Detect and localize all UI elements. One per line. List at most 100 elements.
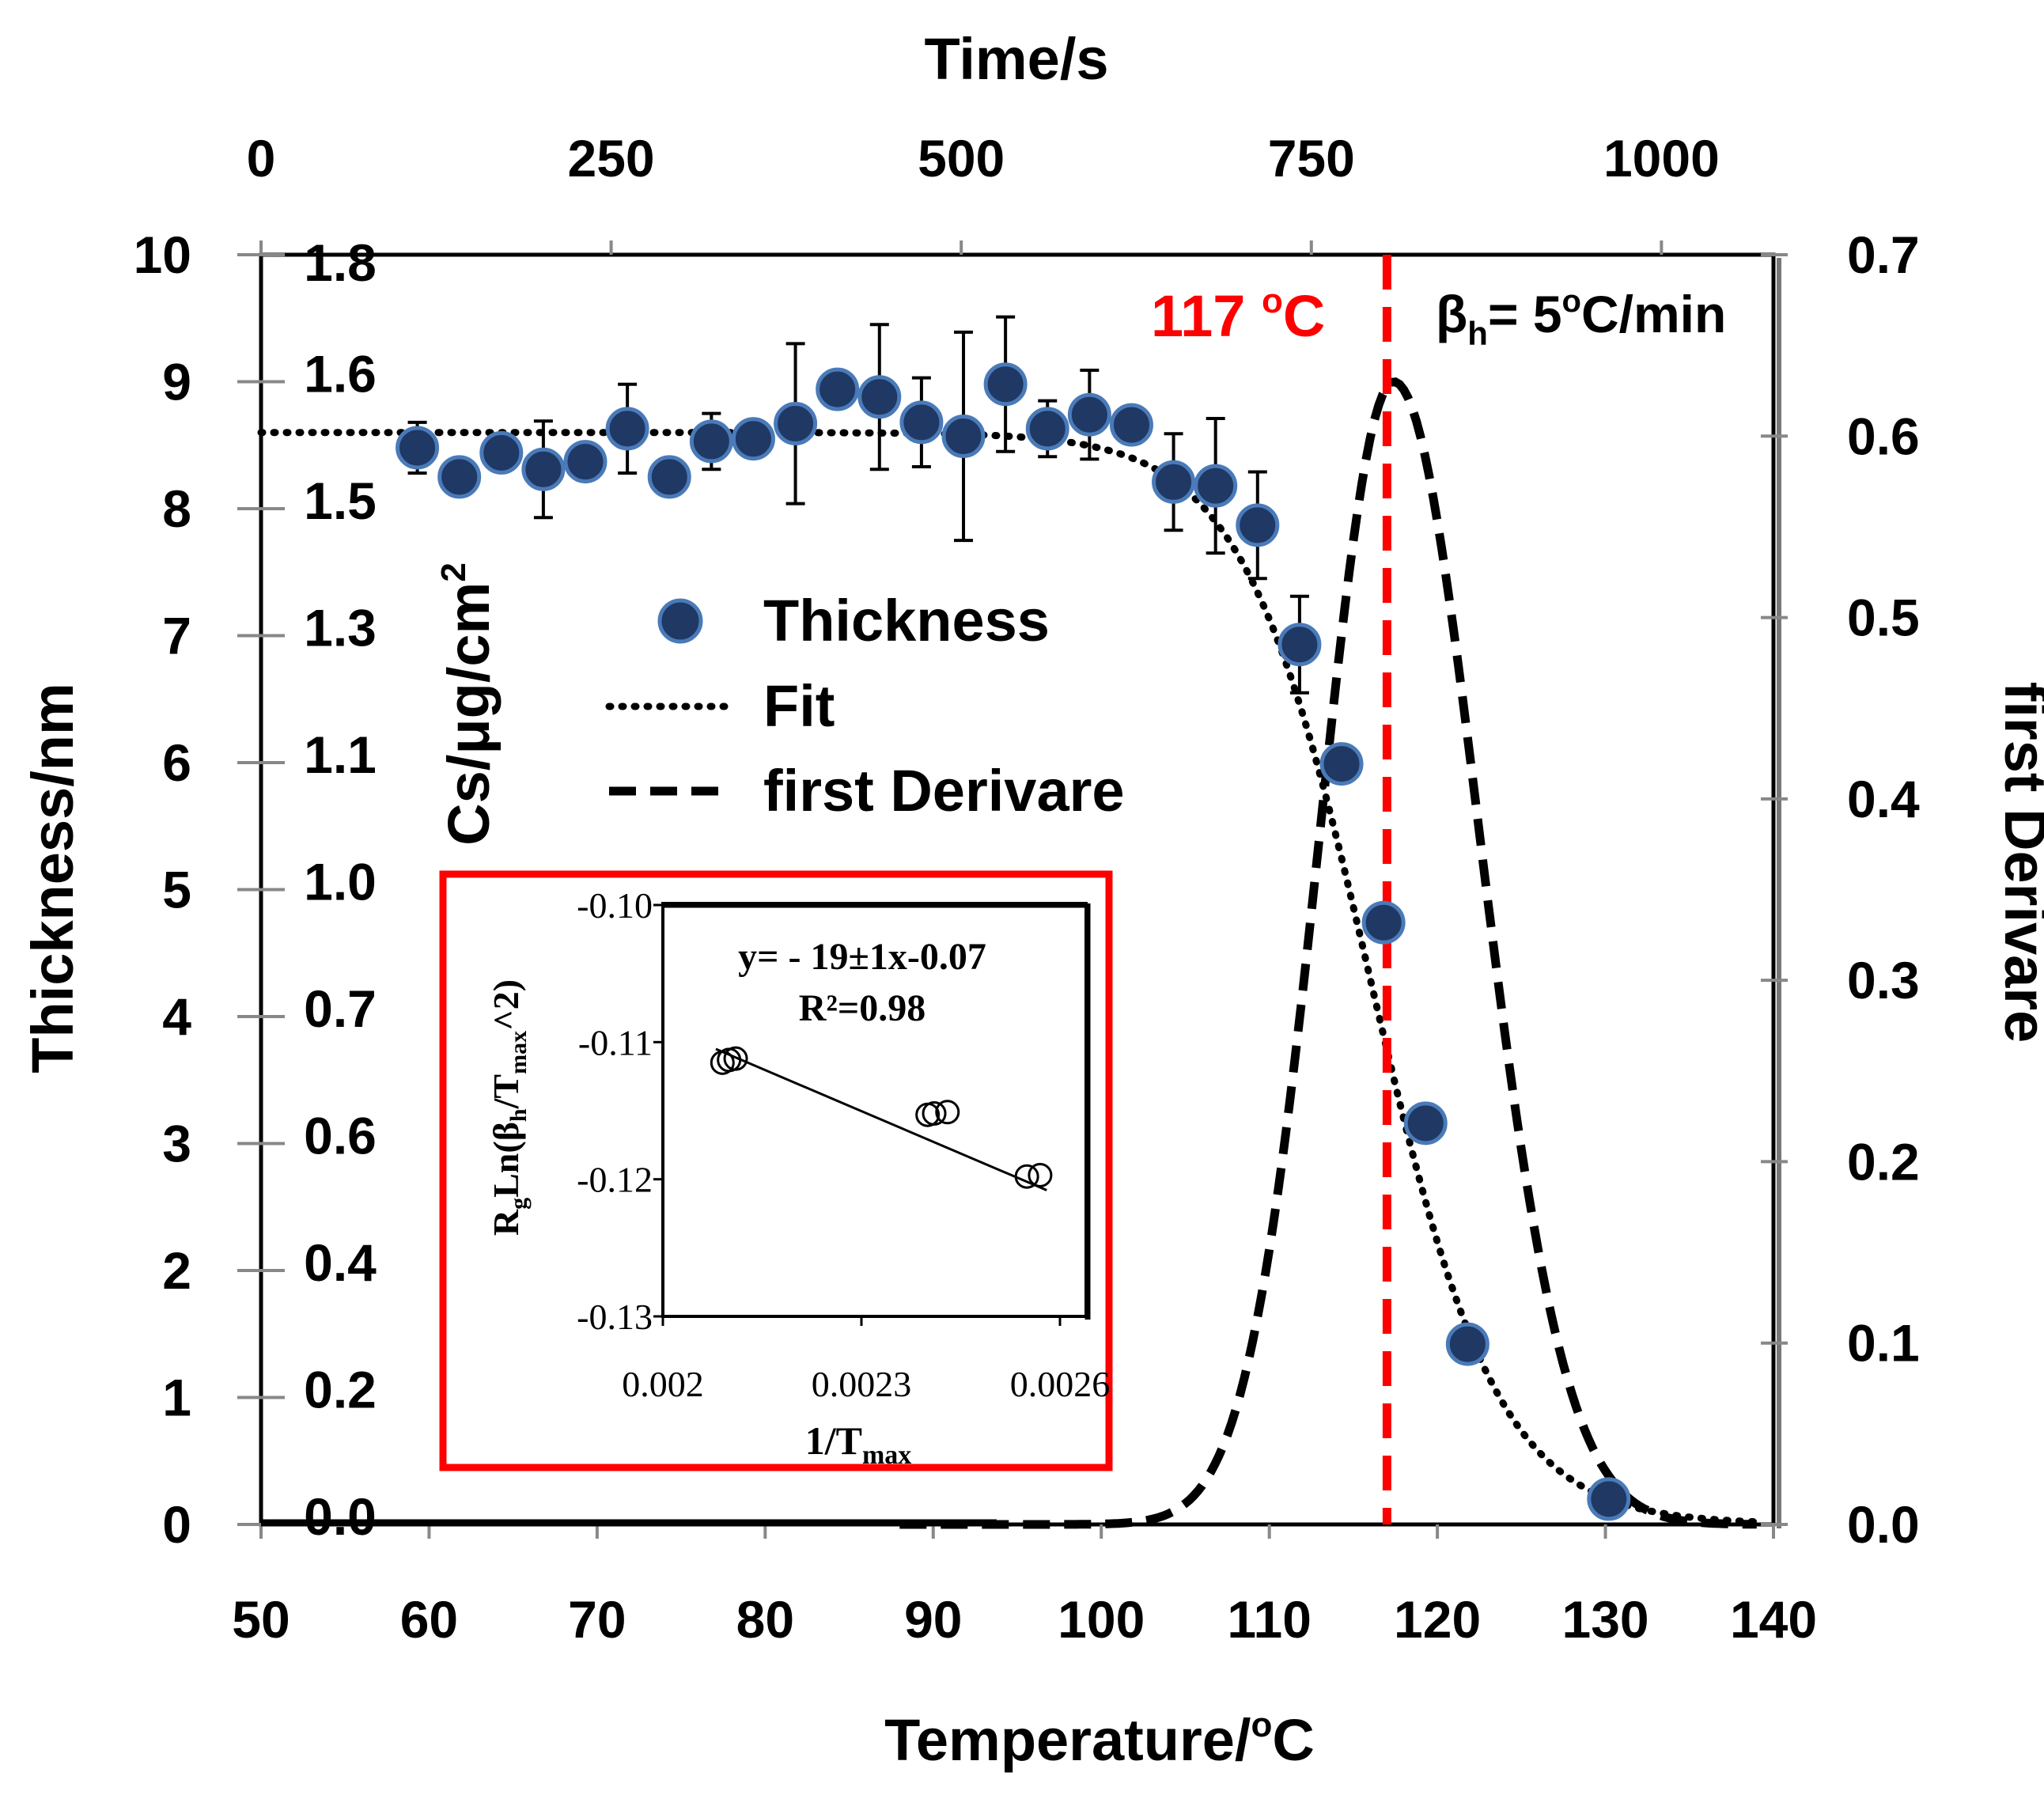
inset-ylabel-sub2: h xyxy=(505,1108,532,1122)
legend-thickness-marker xyxy=(657,598,703,644)
y-right-tick-label: 0.5 xyxy=(1847,589,1920,647)
thickness-point xyxy=(479,430,524,475)
inset-xlabel-sub: max xyxy=(862,1441,911,1470)
rate-beta: β xyxy=(1436,285,1467,343)
inset-ylabel-c: /T xyxy=(486,1074,526,1109)
thickness-point xyxy=(689,419,733,464)
x-top-tick-label: 250 xyxy=(568,129,655,187)
peak-temperature-label: 117 oC xyxy=(1151,282,1325,349)
thickness-point xyxy=(1403,1101,1448,1146)
x-bottom-tick-label: 70 xyxy=(568,1590,626,1649)
inset-ylabel-sub3: max xyxy=(505,1031,532,1074)
y-left-inner-title-sup: 2 xyxy=(434,562,473,581)
thickness-point xyxy=(396,426,440,470)
inset-ylabel-a: R xyxy=(486,1209,526,1236)
y-right-tick-label: 0.2 xyxy=(1847,1132,1920,1191)
inset-x-tick-label: 0.002 xyxy=(622,1364,704,1404)
y-left-inner-tick-label: 1.3 xyxy=(304,599,377,657)
thickness-point xyxy=(941,415,986,459)
peak-label-main: 117 xyxy=(1151,283,1262,349)
thickness-point xyxy=(1067,392,1111,437)
x-bottom-tick-label: 120 xyxy=(1394,1590,1481,1649)
inset-ylabel-sub1: g xyxy=(505,1198,532,1210)
x-bottom-title-main: Temperature/ xyxy=(884,1707,1251,1773)
thickness-point xyxy=(1236,503,1280,547)
y-left-tick-label: 8 xyxy=(162,479,191,538)
x-bottom-title-end: C xyxy=(1272,1707,1314,1773)
y-left-inner-axis-title: Cs/μg/cm2 xyxy=(434,562,502,846)
y-left-tick-label: 2 xyxy=(162,1241,191,1300)
y-left-inner-tick-label: 0.6 xyxy=(304,1107,377,1165)
thickness-point xyxy=(1445,1322,1489,1366)
x-top-tick-label: 0 xyxy=(247,129,276,187)
thickness-point xyxy=(1319,742,1364,786)
inset-x-tick-label: 0.0026 xyxy=(1010,1364,1111,1404)
legend: Thickness Fit first Derivare xyxy=(605,588,1125,824)
thickness-point xyxy=(1194,464,1238,508)
thickness-point xyxy=(1025,407,1069,451)
inset-border xyxy=(439,870,1113,1471)
inset-point xyxy=(922,1100,947,1126)
peak-label-end: C xyxy=(1283,283,1325,349)
inset-xlabel-main: 1/T xyxy=(805,1418,862,1463)
y-right-tick-label: 0.7 xyxy=(1847,225,1920,284)
legend-derivative-label: first Derivare xyxy=(763,758,1125,824)
y-left-inner-title-main: Cs/μg/cm xyxy=(436,582,502,846)
y-right-tick-label: 0.1 xyxy=(1847,1314,1920,1373)
y-left-inner-tick-label: 1.5 xyxy=(304,471,377,530)
x-top-axis-title: Time/s xyxy=(924,26,1108,92)
x-bottom-title-sup: o xyxy=(1251,1706,1273,1744)
heating-rate-label: βh= 5oC/min xyxy=(1436,284,1726,352)
x-bottom-tick-label: 110 xyxy=(1227,1590,1311,1649)
inset-x-tick-label: 0.0023 xyxy=(812,1364,912,1404)
x-bottom-tick-label: 90 xyxy=(904,1590,962,1649)
inset-point xyxy=(1014,1164,1039,1189)
inset-equation: y= - 19±1x-0.07 xyxy=(738,936,986,978)
rate-mid: = 5 xyxy=(1488,285,1562,343)
y-left-tick-label: 7 xyxy=(162,607,191,665)
inset-y-tick-label: -0.10 xyxy=(577,885,653,926)
inset-y-tick-label: -0.11 xyxy=(578,1022,653,1062)
legend-fit-label: Fit xyxy=(763,673,835,739)
y-right-tick-label: 0.3 xyxy=(1847,951,1920,1009)
thickness-point xyxy=(605,407,649,451)
y-left-tick-label: 0 xyxy=(162,1495,191,1554)
thickness-point xyxy=(857,375,902,419)
x-bottom-tick-label: 100 xyxy=(1058,1590,1145,1649)
fit-curve xyxy=(257,429,1761,1526)
rate-sup: o xyxy=(1562,284,1581,319)
y-left-inner-tick-label: 1.0 xyxy=(304,853,377,911)
inset-point xyxy=(1028,1162,1053,1187)
inset-y-axis-title: RgLn(βh/Tmax^2) xyxy=(486,979,532,1236)
inset-ylabel-b: Ln(β xyxy=(486,1122,526,1198)
thickness-point xyxy=(563,440,608,484)
peak-label-sup: o xyxy=(1262,282,1283,320)
thickness-point xyxy=(521,447,566,491)
y-left-inner-tick-label: 1.1 xyxy=(304,725,377,784)
y-right-tick-label: 0.6 xyxy=(1847,407,1920,465)
thickness-point xyxy=(437,455,482,499)
x-top-tick-label: 1000 xyxy=(1603,129,1720,187)
inset-x-axis-title: 1/Tmax xyxy=(805,1418,912,1470)
y-left-inner-tick-label: 1.6 xyxy=(304,345,377,403)
y-left-axis-title: Thickness/nm xyxy=(20,683,85,1074)
thickness-point xyxy=(1361,900,1406,945)
y-right-tick-label: 0.4 xyxy=(1847,770,1920,828)
y-right-tick-label: 0.0 xyxy=(1847,1495,1920,1554)
thickness-point xyxy=(983,362,1028,407)
y-left-inner-tick-label: 0.2 xyxy=(304,1361,377,1419)
thickness-point xyxy=(774,401,818,445)
x-top-tick-label: 750 xyxy=(1268,129,1355,187)
y-left-tick-label: 4 xyxy=(162,987,191,1046)
y-left-tick-label: 5 xyxy=(162,861,191,919)
x-bottom-tick-label: 130 xyxy=(1561,1590,1648,1649)
x-bottom-tick-label: 80 xyxy=(736,1590,794,1649)
thickness-point xyxy=(899,400,944,445)
rate-sub: h xyxy=(1467,315,1488,352)
inset-fit-line xyxy=(715,1047,1047,1191)
y-left-tick-label: 1 xyxy=(162,1369,191,1427)
thickness-point xyxy=(1278,623,1322,667)
inset-y-tick-label: -0.12 xyxy=(577,1160,653,1200)
